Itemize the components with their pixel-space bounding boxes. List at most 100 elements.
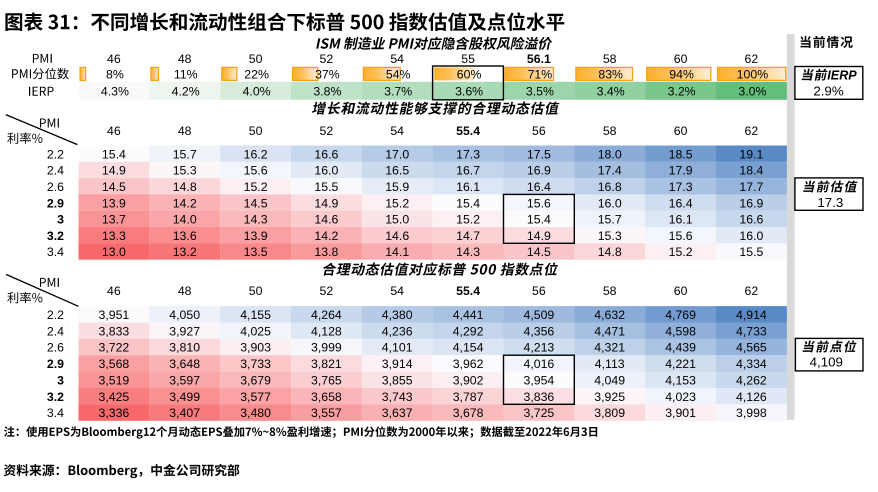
svg-text:16.9: 16.9 (739, 196, 763, 210)
svg-text:14.0: 14.0 (173, 213, 197, 227)
svg-text:15.4: 15.4 (456, 196, 480, 210)
svg-text:14.9: 14.9 (527, 229, 551, 243)
svg-text:3,765: 3,765 (311, 373, 342, 387)
svg-text:56: 56 (532, 284, 546, 298)
svg-text:15.5: 15.5 (314, 180, 338, 194)
svg-text:58: 58 (603, 284, 617, 298)
svg-text:16.9: 16.9 (527, 164, 551, 178)
svg-text:56.1: 56.1 (527, 52, 551, 66)
svg-text:3.7%: 3.7% (384, 85, 412, 99)
svg-text:3,425: 3,425 (99, 390, 130, 404)
svg-text:16.4: 16.4 (669, 196, 693, 210)
svg-text:48: 48 (178, 52, 192, 66)
svg-text:3,637: 3,637 (382, 406, 413, 420)
svg-text:3.0%: 3.0% (738, 85, 766, 99)
svg-text:3,925: 3,925 (594, 390, 625, 404)
svg-text:4.2%: 4.2% (172, 85, 200, 99)
svg-text:2.6: 2.6 (47, 341, 64, 355)
svg-text:2.4: 2.4 (47, 324, 64, 338)
svg-text:4,509: 4,509 (524, 308, 555, 322)
svg-text:3,648: 3,648 (169, 357, 200, 371)
svg-text:4,049: 4,049 (594, 373, 625, 387)
svg-text:3,901: 3,901 (665, 406, 696, 420)
svg-text:2.9%: 2.9% (813, 84, 843, 99)
svg-text:3,568: 3,568 (99, 357, 130, 371)
svg-text:8%: 8% (106, 67, 124, 81)
svg-text:14.9: 14.9 (314, 196, 338, 210)
svg-text:100%: 100% (737, 67, 769, 81)
svg-text:54: 54 (390, 284, 404, 298)
svg-text:14.3: 14.3 (456, 245, 480, 259)
svg-text:3.2: 3.2 (47, 229, 64, 243)
svg-text:3,914: 3,914 (382, 357, 413, 371)
svg-text:83%: 83% (598, 67, 623, 81)
svg-text:15.3: 15.3 (598, 229, 622, 243)
svg-text:54%: 54% (386, 67, 411, 81)
svg-text:4,380: 4,380 (382, 308, 413, 322)
svg-text:16.1: 16.1 (456, 180, 480, 194)
svg-text:4,113: 4,113 (595, 357, 625, 371)
svg-text:52: 52 (320, 52, 334, 66)
svg-text:16.0: 16.0 (739, 229, 763, 243)
svg-text:3,787: 3,787 (453, 390, 484, 404)
svg-text:16.8: 16.8 (598, 180, 622, 194)
svg-text:4.0%: 4.0% (243, 85, 271, 99)
svg-text:3,927: 3,927 (169, 324, 200, 338)
svg-text:50: 50 (249, 124, 263, 138)
svg-text:15.2: 15.2 (244, 180, 268, 194)
svg-text:4,598: 4,598 (665, 324, 696, 338)
svg-text:4,292: 4,292 (453, 324, 484, 338)
svg-text:14.6: 14.6 (314, 213, 338, 227)
svg-text:4,016: 4,016 (524, 357, 555, 371)
svg-text:2.2: 2.2 (47, 308, 64, 322)
svg-text:3,577: 3,577 (240, 390, 271, 404)
svg-text:3.6%: 3.6% (455, 85, 483, 99)
svg-text:3,902: 3,902 (453, 373, 484, 387)
svg-text:3,722: 3,722 (99, 341, 130, 355)
svg-text:4.3%: 4.3% (101, 85, 129, 99)
svg-text:62: 62 (745, 284, 759, 298)
svg-text:50: 50 (249, 284, 263, 298)
svg-text:16.0: 16.0 (314, 164, 338, 178)
svg-text:4,356: 4,356 (524, 324, 555, 338)
svg-text:62: 62 (745, 52, 759, 66)
svg-text:15.6: 15.6 (244, 164, 268, 178)
svg-text:62: 62 (745, 124, 759, 138)
svg-text:3.2: 3.2 (47, 390, 64, 404)
svg-text:55: 55 (461, 52, 475, 66)
svg-text:4,101: 4,101 (382, 341, 413, 355)
svg-text:4,126: 4,126 (736, 390, 767, 404)
svg-text:3,903: 3,903 (240, 341, 271, 355)
svg-text:15.4: 15.4 (527, 213, 551, 227)
svg-text:3,855: 3,855 (382, 373, 413, 387)
svg-text:13.3: 13.3 (102, 229, 126, 243)
svg-text:3.4: 3.4 (47, 245, 64, 259)
svg-text:13.5: 13.5 (244, 245, 268, 259)
svg-text:4,441: 4,441 (453, 308, 484, 322)
svg-text:13.6: 13.6 (173, 229, 197, 243)
svg-text:55.4: 55.4 (456, 284, 480, 298)
svg-text:55.4: 55.4 (456, 124, 480, 138)
svg-text:17.3: 17.3 (669, 180, 693, 194)
svg-text:13.9: 13.9 (102, 196, 126, 210)
svg-text:17.9: 17.9 (669, 164, 693, 178)
svg-text:4,154: 4,154 (453, 341, 484, 355)
svg-text:16.2: 16.2 (244, 147, 268, 161)
svg-text:48: 48 (178, 124, 192, 138)
svg-text:3.2%: 3.2% (668, 85, 696, 99)
svg-text:4,733: 4,733 (736, 324, 767, 338)
svg-text:IERP: IERP (827, 69, 857, 83)
svg-text:16.7: 16.7 (456, 164, 480, 178)
svg-text:71%: 71% (528, 67, 553, 81)
svg-text:3,998: 3,998 (736, 406, 767, 420)
svg-text:15.3: 15.3 (173, 164, 197, 178)
svg-text:17.3: 17.3 (456, 147, 480, 161)
svg-text:19.1: 19.1 (739, 147, 763, 161)
svg-text:3,951: 3,951 (99, 308, 130, 322)
svg-text:15.5: 15.5 (739, 245, 763, 259)
svg-text:3,962: 3,962 (453, 357, 484, 371)
svg-text:3,833: 3,833 (99, 324, 130, 338)
svg-text:15.4: 15.4 (102, 147, 126, 161)
svg-text:14.6: 14.6 (385, 229, 409, 243)
svg-text:3,743: 3,743 (382, 390, 413, 404)
